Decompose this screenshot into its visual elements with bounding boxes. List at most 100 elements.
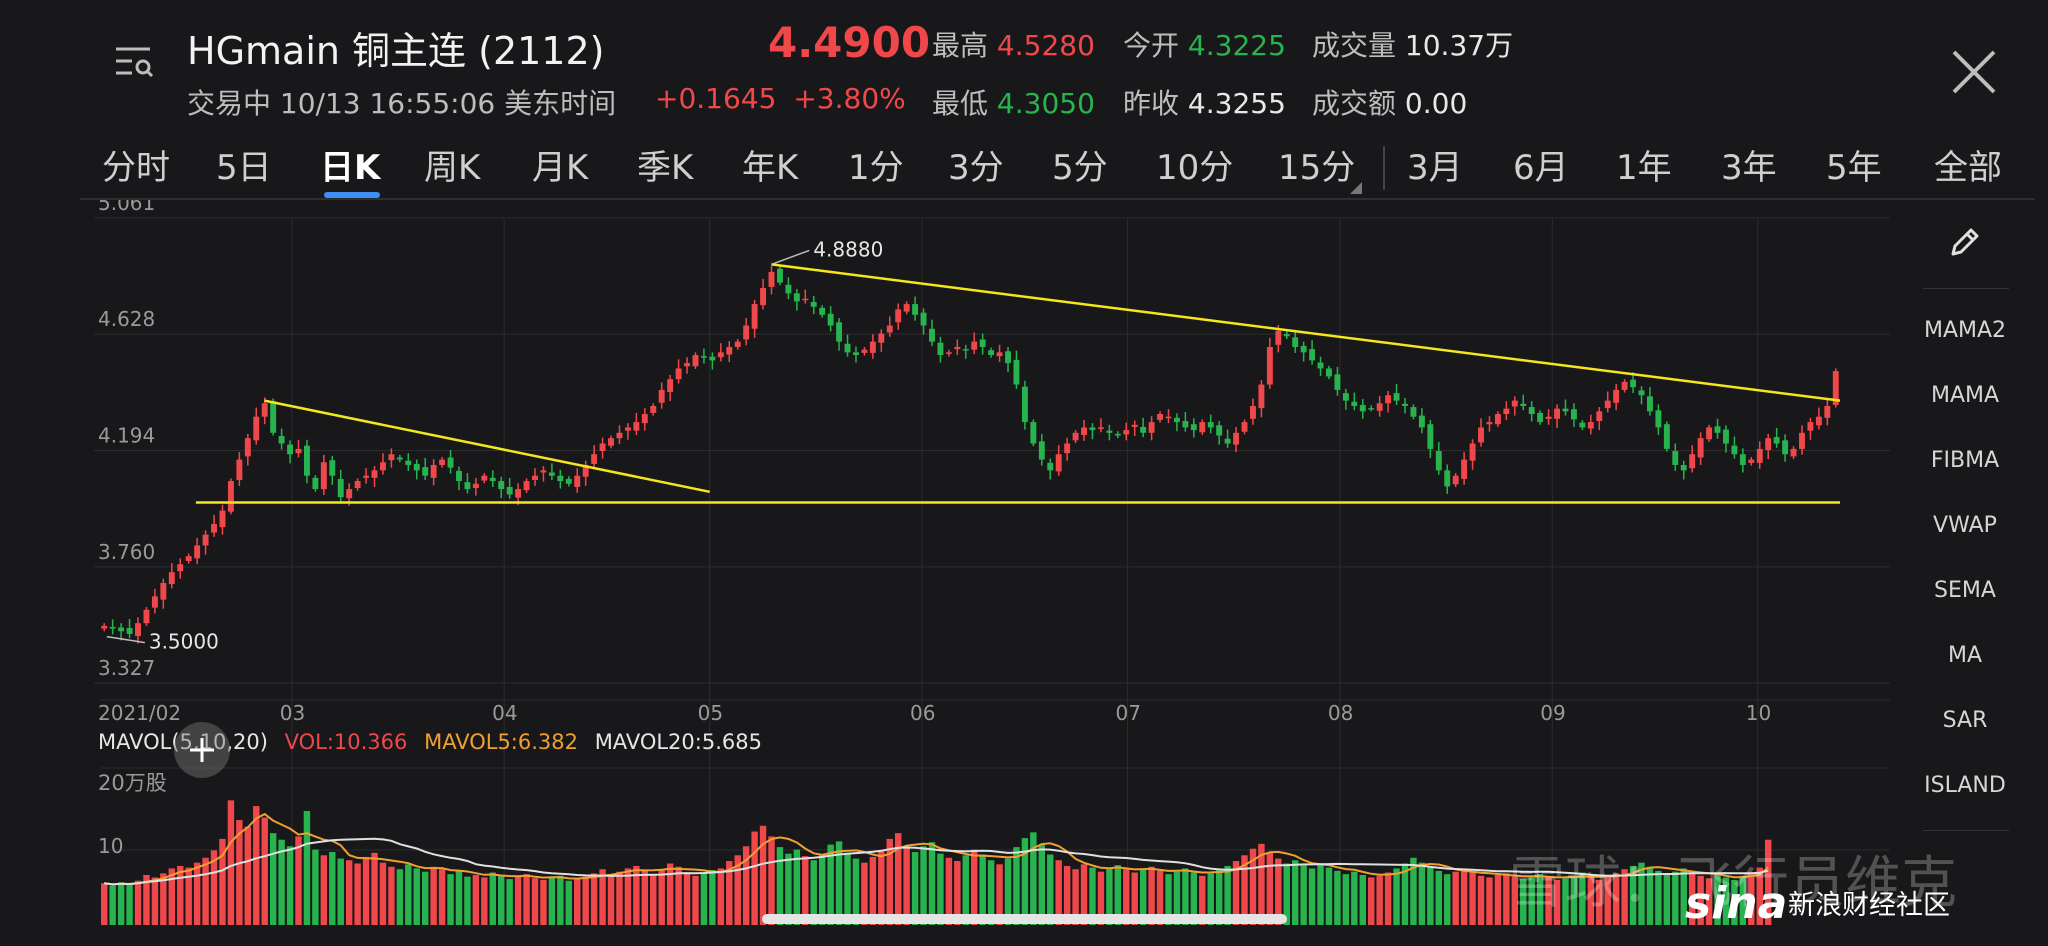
volume-bar <box>210 850 218 925</box>
side-item-vwap[interactable]: VWAP <box>1933 513 1997 538</box>
candle-body <box>1494 414 1501 425</box>
candle-body <box>1630 379 1637 388</box>
menu-icon[interactable] <box>112 40 156 84</box>
volume-bar <box>1562 878 1569 925</box>
volume-tick-label: 10 <box>98 834 124 858</box>
candle-body <box>1799 432 1805 449</box>
side-item-island[interactable]: ISLAND <box>1924 773 2006 798</box>
tab-3year[interactable]: 3年 <box>1721 148 1777 188</box>
candle-body <box>1250 405 1256 419</box>
volume-bar <box>1528 877 1535 925</box>
price-tick-label: 3.760 <box>98 540 155 564</box>
candle-body <box>548 472 555 476</box>
price-tick-label: 5.061 <box>98 200 155 215</box>
price-tick-label: 4.628 <box>98 307 155 331</box>
side-item-mama2[interactable]: MAMA2 <box>1923 318 2007 343</box>
volume-bars <box>101 800 1772 925</box>
candle-body <box>717 352 724 358</box>
tab-1year[interactable]: 1年 <box>1616 148 1672 188</box>
volume-bar <box>852 858 860 925</box>
mavol5-value: MAVOL5:6.382 <box>424 730 578 754</box>
side-item-mama[interactable]: MAMA <box>1930 383 2000 408</box>
crosshair-add-button[interactable] <box>174 722 230 778</box>
candle-body <box>1418 415 1425 428</box>
side-item-ma[interactable]: MA <box>1947 643 1983 668</box>
candle-body <box>844 343 851 353</box>
candle-body <box>1773 437 1780 444</box>
volume-bar <box>1080 864 1088 925</box>
candle-body <box>709 356 716 361</box>
candle-body <box>667 379 674 393</box>
tab-1min[interactable]: 1分 <box>848 148 904 188</box>
volume-bar <box>1612 873 1620 925</box>
volume-bar <box>253 806 260 925</box>
candle-body <box>624 427 631 431</box>
volume-bar <box>421 871 429 925</box>
candle-body <box>945 352 952 354</box>
tab-5year[interactable]: 5年 <box>1826 148 1882 188</box>
date-tick-label: 07 <box>1116 701 1141 725</box>
tab-6month[interactable]: 6月 <box>1513 148 1569 188</box>
candle-body <box>109 626 116 629</box>
pencil-icon[interactable] <box>1905 222 2025 268</box>
candle-body <box>1824 405 1831 418</box>
candle-body <box>920 312 927 326</box>
tab-week-k[interactable]: 周K <box>424 148 481 188</box>
volume-bar <box>1384 872 1392 925</box>
candle-body <box>1782 440 1789 455</box>
kline-chart[interactable]: 5.061 4.628 4.194 3.760 3.327 2021/02 03 04 05 0… <box>0 200 1900 946</box>
volume-bar <box>692 875 699 925</box>
candle-body <box>1579 422 1586 428</box>
side-item-sar[interactable]: SAR <box>1942 708 1988 733</box>
candle-body <box>1190 424 1197 431</box>
candle-body <box>1587 422 1594 429</box>
volume-value: 10.37万 <box>1404 29 1514 62</box>
candle-body <box>211 523 217 533</box>
candle-body <box>506 486 513 495</box>
tab-year-k[interactable]: 年K <box>742 148 799 188</box>
candle-body <box>1655 410 1662 428</box>
tab-5min[interactable]: 5分 <box>1052 148 1108 188</box>
candle-body <box>1402 403 1408 406</box>
volume-bar <box>1376 875 1383 925</box>
stat-volume: 成交量 10.37万 <box>1312 29 1514 62</box>
tab-15min[interactable]: 15分 <box>1278 148 1356 188</box>
candle-body <box>472 483 479 489</box>
candle-body <box>261 403 268 417</box>
dropdown-corner-icon[interactable] <box>1350 182 1362 194</box>
side-item-fibma[interactable]: FIBMA <box>1930 448 2000 473</box>
tab-fenshi[interactable]: 分时 <box>102 148 170 188</box>
tab-3month[interactable]: 3月 <box>1407 148 1463 188</box>
candle-body <box>346 489 353 499</box>
candle-body <box>971 341 978 350</box>
tab-5day[interactable]: 5日 <box>216 148 272 188</box>
candle-body <box>1317 362 1324 369</box>
tab-3min[interactable]: 3分 <box>948 148 1004 188</box>
volume-bar <box>1359 874 1366 925</box>
chart-scrollbar[interactable] <box>762 914 1287 924</box>
tab-day-k[interactable]: 日K <box>320 148 381 188</box>
candle-body <box>1562 408 1569 412</box>
volume-bar <box>506 879 513 925</box>
tab-quarter-k[interactable]: 季K <box>637 148 694 188</box>
volume-bar <box>1452 871 1459 925</box>
candle-body <box>287 444 294 455</box>
volume-bar <box>1123 869 1130 925</box>
tab-month-k[interactable]: 月K <box>532 148 589 188</box>
sina-logo: sina <box>1685 878 1788 929</box>
tab-10min[interactable]: 10分 <box>1156 148 1234 188</box>
candle-body <box>633 422 640 431</box>
volume-bar <box>160 873 167 925</box>
side-item-sema[interactable]: SEMA <box>1934 578 1996 603</box>
volume-bar <box>1460 869 1468 925</box>
volume-bar <box>1055 860 1062 925</box>
close-icon[interactable] <box>1950 48 1998 96</box>
candle-body <box>1055 454 1062 472</box>
stat-low: 最低 4.3050 <box>932 87 1095 120</box>
volume-bar <box>1486 877 1493 925</box>
tab-all[interactable]: 全部 <box>1934 148 2002 188</box>
candle-body <box>608 438 614 446</box>
volume-bar <box>835 841 843 925</box>
candle-body <box>1444 470 1451 487</box>
candle-body <box>405 460 412 465</box>
